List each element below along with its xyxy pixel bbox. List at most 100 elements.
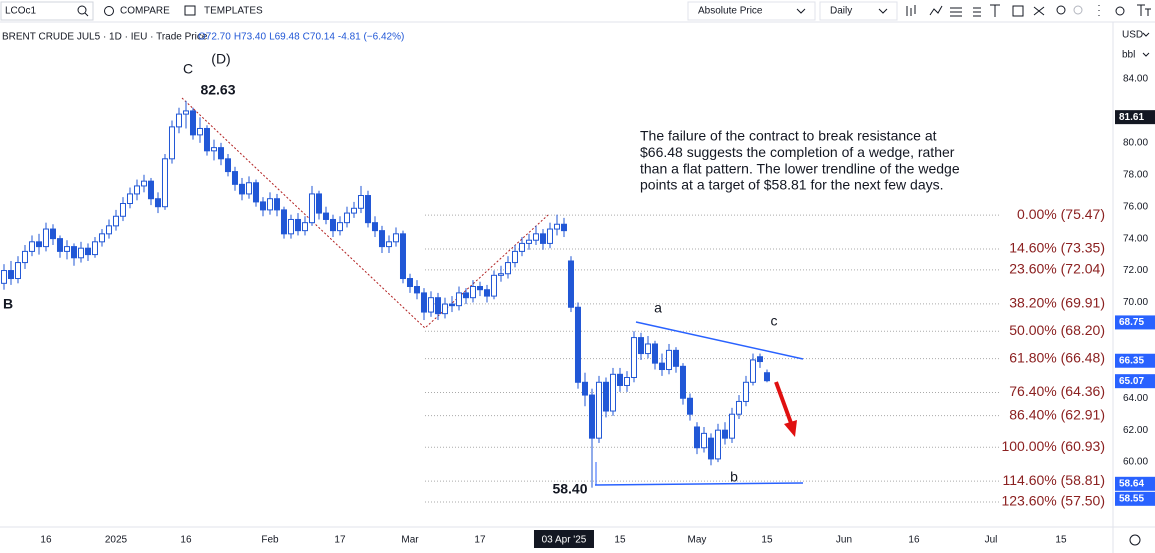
fib-label: 123.60% (57.50) [1001,493,1105,509]
candle-body [280,209,287,235]
search-icon-handle [84,12,89,17]
candle-body [525,239,532,244]
x-tick-label: 16 [40,535,52,546]
ohlc-value: C70.14 [303,32,336,43]
y-tick-label: 80.00 [1123,137,1148,148]
candle-body [14,262,21,280]
candle-body [168,126,175,160]
candle-body [581,381,588,396]
candle-body [70,246,77,259]
tool-icons[interactable] [906,4,1151,17]
candle-body [322,212,329,220]
candle-body [287,218,294,235]
templates-icon[interactable] [184,5,196,16]
y-tick-label: 76.00 [1123,201,1148,212]
candle-body [357,195,364,209]
candle-body [231,171,238,185]
compare-icon[interactable] [104,6,114,16]
candle-body [602,381,609,412]
candle-body [189,110,196,136]
fib-label: 76.40% (64.36) [1009,383,1105,399]
symbol: LCOc1 [5,6,37,17]
candle-body [462,292,469,299]
candle-body [266,198,273,211]
candle-body [175,113,182,128]
candle-body [217,147,224,160]
wedge-lower [594,482,804,486]
candle-body [742,381,749,402]
candle-body [210,147,217,152]
ohlc-value: -4.81 (−6.42%) [338,32,404,43]
search-icon[interactable] [77,5,87,15]
candle-body [630,337,637,379]
wave-label: 82.63 [200,82,235,98]
candle-body [0,270,7,284]
interval-dropdown[interactable] [819,1,898,21]
templates-button[interactable]: TEMPLATES [204,6,263,17]
y-tick-label: 60.00 [1123,457,1148,468]
x-tick-label: Mar [401,535,419,546]
candle-body [161,158,168,208]
candle-body [595,381,602,439]
candle-body [147,180,154,200]
chevron [1142,32,1150,37]
candle-body [224,158,231,173]
candle-body [511,250,518,264]
symbol-input[interactable] [0,1,94,21]
price-mode-dropdown[interactable] [687,1,816,21]
candle-body [35,241,42,248]
candle-body [427,297,434,313]
candle-body [196,127,203,136]
x-tick-label: 2025 [105,535,128,546]
candle-body [42,228,49,248]
settings-icon[interactable] [1129,534,1141,546]
chevron [1142,52,1150,57]
price-label-box [1115,315,1155,330]
wave-label: (D) [211,51,230,67]
candle-body [133,185,140,195]
fib-label: 114.60% (58.81) [1003,472,1105,488]
candle-body [406,278,413,288]
x-tick-label: 16 [908,535,920,546]
candle-body [21,250,28,264]
fib-label: 86.40% (62.91) [1009,406,1105,422]
note-line: $66.48 suggests the completion of a wedg… [640,144,955,160]
interval: Daily [830,6,852,17]
fib-label: 100.00% (60.93) [1001,438,1105,454]
y-tick-label: 74.00 [1123,233,1148,244]
candle-body [693,426,700,449]
candle-body [182,110,189,115]
candle-body [385,241,392,248]
candle-body [91,241,98,256]
candle-body [336,222,343,232]
fib-label: 0.00% (75.47) [1017,206,1105,222]
x-tick-label: May [688,535,707,546]
wave-label: a [654,300,662,316]
candle-body [532,233,539,241]
crosshair-date-box [533,530,594,548]
candle-body [413,286,420,294]
note-line: points at a target of $58.81 for the nex… [640,177,944,193]
candle-body [441,303,448,315]
candle-body [28,241,35,252]
candle-body [105,225,112,235]
candle-body [350,207,357,214]
candle-body [644,343,651,355]
candle-body [49,228,56,240]
candle-body [77,247,84,259]
candle-body [455,292,462,307]
candle-body [546,228,553,244]
y-tick-label: 70.00 [1123,297,1148,308]
price-label: 66.35 [1119,355,1144,366]
y-tick-label: 78.00 [1123,169,1148,180]
candle-body [476,286,483,291]
x-tick-label: 17 [474,535,486,546]
x-tick-label: 16 [180,535,192,546]
candle-body [399,233,406,280]
candle-body [483,289,490,297]
candle-body [749,359,756,383]
candle-body [154,198,161,208]
compare-button[interactable]: COMPARE [120,6,170,17]
candle-body [273,198,280,211]
